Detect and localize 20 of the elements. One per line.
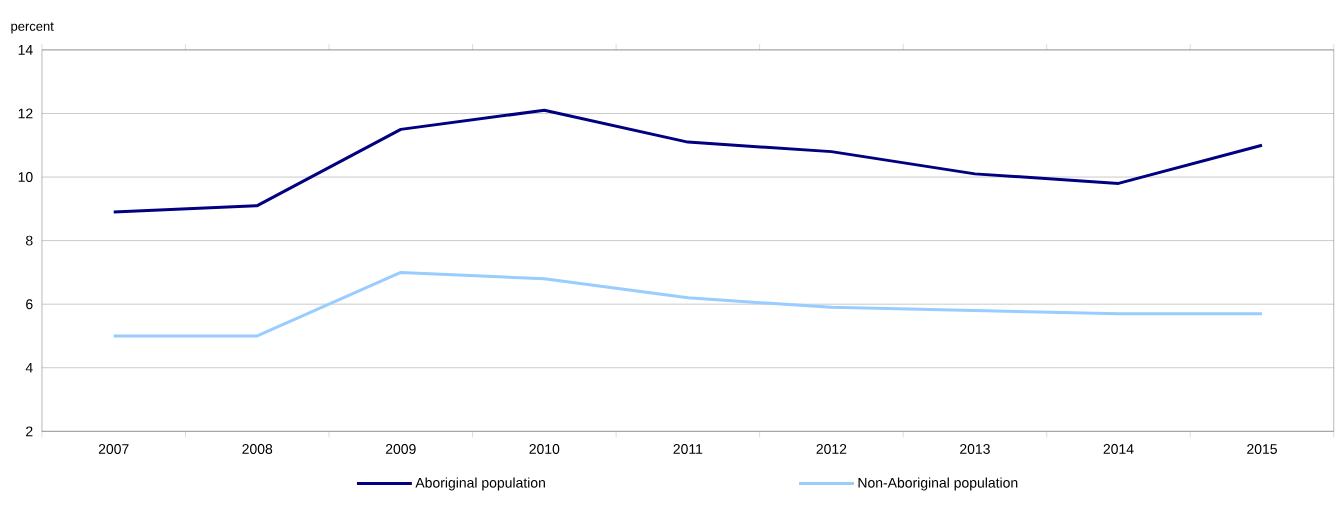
x-tick-label: 2014 bbox=[1103, 443, 1134, 454]
y-tick-label: 14 bbox=[18, 45, 33, 55]
y-tick-label: 8 bbox=[26, 235, 33, 246]
x-tick-label: 2011 bbox=[673, 443, 703, 454]
y-tick-label: 2 bbox=[26, 426, 33, 437]
x-tick-label: 2012 bbox=[816, 443, 847, 454]
x-tick-label: 2009 bbox=[385, 443, 416, 454]
line-series bbox=[112, 108, 1264, 214]
x-tick-label: 2013 bbox=[960, 443, 990, 454]
legend-label: Non-Aboriginal population bbox=[858, 477, 1018, 491]
x-tick-label: 2010 bbox=[529, 443, 560, 454]
y-tick-label: 12 bbox=[18, 108, 33, 119]
x-tick-label: 2015 bbox=[1247, 443, 1277, 454]
x-tick-label: 2008 bbox=[242, 443, 273, 454]
y-tick-label: 4 bbox=[25, 362, 33, 373]
y-axis-title: percent bbox=[11, 22, 54, 34]
x-tick-label: 2007 bbox=[98, 443, 129, 454]
y-tick-label: 6 bbox=[26, 299, 33, 310]
legend-label: Aboriginal population bbox=[415, 477, 545, 491]
y-tick-label: 10 bbox=[18, 172, 33, 182]
